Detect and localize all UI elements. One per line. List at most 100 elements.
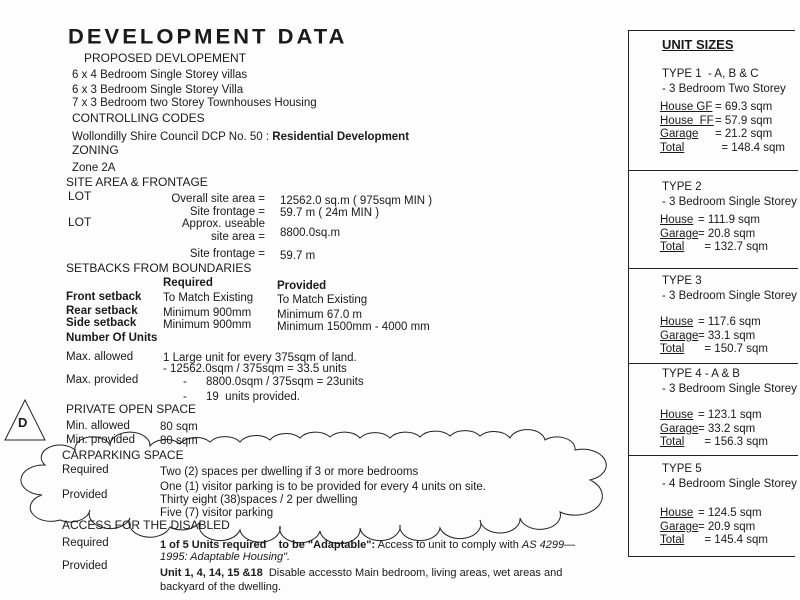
unit-type-desc: - 3 Bedroom Two Storey: [662, 83, 786, 95]
proposed-heading: PROPOSED DEVLOPEMENT: [84, 51, 247, 65]
area-label: House: [660, 409, 694, 421]
lot-label: LOT: [68, 215, 92, 229]
min-allowed-label: Min. allowed: [66, 420, 130, 432]
provided-text: backyard of the dwelling.: [160, 581, 282, 593]
area-value: = 123.1 sqm: [698, 409, 762, 421]
controlling-heading: CONTROLLING CODES: [72, 111, 205, 125]
revision-mark: D: [18, 415, 28, 430]
unit-type-title: TYPE 3: [662, 275, 702, 287]
unit-type-desc: - 3 Bedroom Single Storey: [662, 383, 797, 395]
controlling-text: Wollondilly Shire Council DCP No. 50 : R…: [72, 131, 409, 144]
site-heading: SITE AREA & FRONTAGE: [66, 175, 208, 189]
unit-type-desc: - 3 Bedroom Single Storey: [662, 196, 797, 208]
area-value: = 150.7 sqm: [698, 343, 768, 355]
col-provided: Provided: [277, 280, 327, 292]
disabled-required: 1 of 5 Units required to be "Adaptable":…: [160, 539, 575, 552]
frontage-value: 59.7 m: [280, 250, 316, 262]
requirement-text: Access to unit to comply with: [375, 539, 522, 551]
setback-provided: Minimum 1500mm - 4000 mm: [277, 321, 430, 333]
setback-required: To Match Existing: [163, 292, 254, 304]
divider: [628, 268, 798, 269]
zoning-value: Zone 2A: [72, 162, 116, 174]
setbacks-heading: SETBACKS FROM BOUNDARIES: [66, 261, 252, 275]
max-allowed-label: Max. allowed: [66, 351, 134, 363]
disabled-heading: ACCESS FOR THE DISABLED: [62, 518, 230, 532]
area-label: Garage: [660, 329, 699, 342]
units-calc: - 19 units provided.: [183, 391, 300, 403]
area-value: = 111.9 sqm: [698, 214, 760, 226]
unit-sizes-heading: UNIT SIZES: [662, 37, 734, 52]
required-label: Required: [62, 464, 109, 476]
overall-area-value: 12562.0 sq.m ( 975sqm MIN ): [280, 195, 433, 207]
area-label: Garage: [660, 128, 699, 140]
code-title: Residential Development: [272, 131, 410, 143]
area-value: = 145.4 sqm: [698, 534, 768, 546]
carparking-required: Two (2) spaces per dwelling if 3 or more…: [160, 466, 419, 478]
provided-text: Disable accessto Main bedroom, living ar…: [262, 567, 563, 579]
min-provided-label: Min. provided: [66, 434, 136, 446]
frontage-value: 59.7 m ( 24m MIN ): [280, 207, 380, 219]
council-code: Wollondilly Shire Council DCP No. 50 :: [72, 131, 270, 143]
area-value: = 156.3 sqm: [698, 436, 768, 448]
area-value: = 21.2 sqm: [715, 128, 773, 140]
unit-type-title: TYPE 5: [662, 463, 702, 475]
divider: [628, 170, 798, 171]
proposed-line: 6 x 4 Bedroom Single Storey villas: [72, 69, 248, 81]
useable-label: site area =: [210, 231, 265, 243]
zoning-heading: ZONING: [72, 143, 119, 157]
standard-ref: 1995: Adaptable Housing".: [160, 551, 291, 563]
area-label: House GF: [660, 101, 713, 113]
area-label: Total: [660, 241, 685, 253]
proposed-line: 6 x 3 Bedroom Single Storey Villa: [72, 84, 244, 96]
standard-ref: AS 4299—: [521, 539, 576, 551]
units-calc: - 8800.0sqm / 375sqm = 23units: [183, 376, 364, 388]
revision-triangle: [4, 398, 46, 441]
useable-label: Approx. useable: [181, 218, 265, 230]
area-label: House FF: [660, 114, 714, 127]
area-label: Total: [660, 141, 685, 154]
area-label: House: [660, 507, 694, 519]
carparking-provided: Five (7) visitor parking: [160, 507, 274, 519]
setback-label: Rear setback: [66, 305, 138, 317]
lot-label: LOT: [68, 189, 92, 203]
area-value: = 33.2 sqm: [698, 422, 756, 435]
area-label: House: [660, 316, 694, 328]
setback-provided: To Match Existing: [277, 294, 368, 306]
min-allowed-value: 80 sqm: [160, 421, 198, 433]
frontage-label: Site frontage =: [189, 206, 265, 218]
area-label: Total: [660, 534, 685, 546]
setback-required: Minimum 900mm: [163, 319, 252, 331]
area-label: Total: [660, 343, 685, 355]
area-value: = 117.6 sqm: [698, 316, 761, 328]
overall-area-label: Overall site area =: [171, 193, 265, 205]
unit-sizes-panel: [628, 30, 795, 557]
frontage-label: Site frontage =: [189, 248, 265, 260]
proposed-line: 7 x 3 Bedroom two Storey Townhouses Hous…: [72, 97, 317, 109]
disabled-provided: Unit 1, 4, 14, 15 &18 Disable accessto M…: [160, 567, 562, 580]
useable-value: 8800.0sq.m: [280, 227, 341, 239]
setback-label: Front setback: [66, 291, 142, 303]
area-value: = 69.3 sqm: [715, 101, 773, 113]
max-provided-label: Max. provided: [66, 374, 139, 386]
area-label: Total: [660, 436, 685, 448]
divider: [628, 363, 798, 364]
units-heading: Number Of Units: [66, 332, 158, 344]
unit-type-title: TYPE 4 - A & B: [662, 368, 740, 380]
setback-label: Side setback: [66, 317, 137, 329]
area-value: = 132.7 sqm: [698, 241, 768, 253]
area-value: = 57.9 sqm: [715, 114, 773, 127]
area-label: Garage: [660, 520, 699, 533]
area-label: House: [660, 214, 694, 226]
area-label: Garage: [660, 422, 699, 435]
unit-type-title: TYPE 1 - A, B & C: [662, 68, 759, 80]
area-value: = 20.8 sqm: [698, 227, 756, 240]
unit-type-title: TYPE 2: [662, 181, 702, 193]
required-label: Required: [62, 537, 109, 549]
carparking-required: One (1) visitor parking is to be provide…: [160, 481, 486, 493]
adaptable-units: Unit 1, 4, 14, 15 &18: [160, 567, 263, 579]
divider: [628, 455, 798, 456]
max-allowed-value: 1 Large unit for every 375sqm of land.: [163, 352, 357, 364]
adaptable-requirement: 1 of 5 Units required to be "Adaptable":: [160, 539, 376, 551]
unit-type-desc: - 3 Bedroom Single Storey: [662, 290, 797, 302]
